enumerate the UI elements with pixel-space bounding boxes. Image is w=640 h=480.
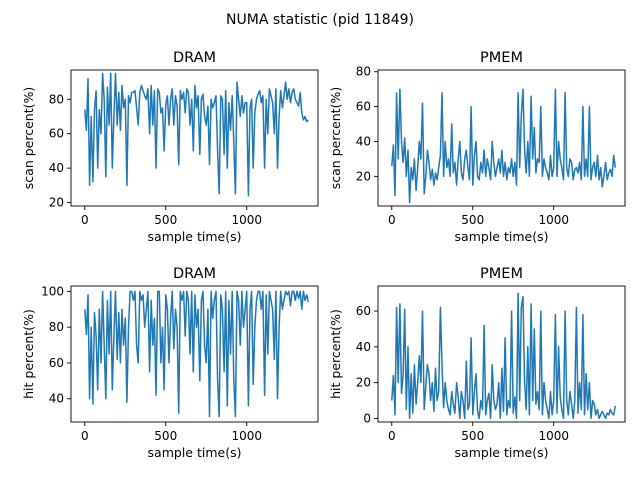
y-tick-label: 100 [41, 284, 64, 298]
x-axis-label: sample time(s) [455, 445, 549, 460]
subplot-title: PMEM [480, 50, 523, 66]
series-line [391, 292, 617, 420]
x-tick-label: 1000 [538, 429, 569, 443]
series-line [391, 88, 617, 204]
y-tick-label: 60 [49, 356, 64, 370]
axes-frame [377, 285, 626, 423]
y-axis-label: scan percent(%) [328, 87, 343, 189]
y-tick-label: 20 [356, 169, 371, 183]
x-tick-label: 0 [81, 429, 89, 443]
y-tick-label: 40 [356, 134, 371, 148]
axes-frame [377, 69, 626, 207]
y-tick-label: 20 [49, 196, 64, 210]
x-tick-label: 500 [154, 213, 177, 227]
x-tick-label: 0 [81, 213, 89, 227]
figure-suptitle: NUMA statistic (pid 11849) [226, 12, 414, 28]
axes-frame [70, 285, 319, 423]
subplot-title: PMEM [480, 266, 523, 282]
subplot-2: 0 500 1000 20 40 60 80 PMEM sample time(s) scan p… [328, 50, 626, 244]
x-axis-label: sample time(s) [455, 229, 549, 244]
subplot-3: 0 500 1000 40 60 80 100 DRAM sample time(s) hit p… [21, 266, 319, 460]
x-tick-label: 1000 [231, 213, 262, 227]
x-axis-label: sample time(s) [148, 229, 242, 244]
x-tick-label: 1000 [231, 429, 262, 443]
y-tick-label: 60 [356, 100, 371, 114]
y-axis-label: hit percent(%) [21, 309, 36, 399]
x-tick-label: 500 [461, 429, 484, 443]
y-tick-label: 80 [49, 92, 64, 106]
subplot-1: 0 500 1000 20 40 60 80 DRAM sample time(s) scan p… [21, 50, 319, 244]
y-tick-label: 80 [356, 65, 371, 79]
x-tick-label: 500 [461, 213, 484, 227]
x-axis-label: sample time(s) [148, 445, 242, 460]
y-tick-label: 80 [49, 320, 64, 334]
subplot-4: 0 500 1000 0 20 40 60 PMEM sample time(s) hit per… [328, 266, 626, 460]
y-axis-label: scan percent(%) [21, 87, 36, 189]
y-tick-label: 60 [49, 127, 64, 141]
axes-frame [70, 69, 319, 207]
y-tick-label: 40 [49, 161, 64, 175]
series-line [84, 72, 309, 197]
y-tick-label: 20 [356, 376, 371, 390]
x-tick-label: 1000 [538, 213, 569, 227]
y-tick-label: 60 [356, 304, 371, 318]
y-tick-label: 40 [49, 392, 64, 406]
series-line [84, 290, 310, 418]
x-tick-label: 0 [388, 213, 396, 227]
y-tick-label: 0 [363, 411, 371, 425]
x-tick-label: 0 [388, 429, 396, 443]
x-tick-label: 500 [154, 429, 177, 443]
y-tick-label: 40 [356, 340, 371, 354]
subplot-title: DRAM [173, 266, 216, 282]
subplot-title: DRAM [173, 50, 216, 66]
y-axis-label: hit percent(%) [328, 309, 343, 399]
